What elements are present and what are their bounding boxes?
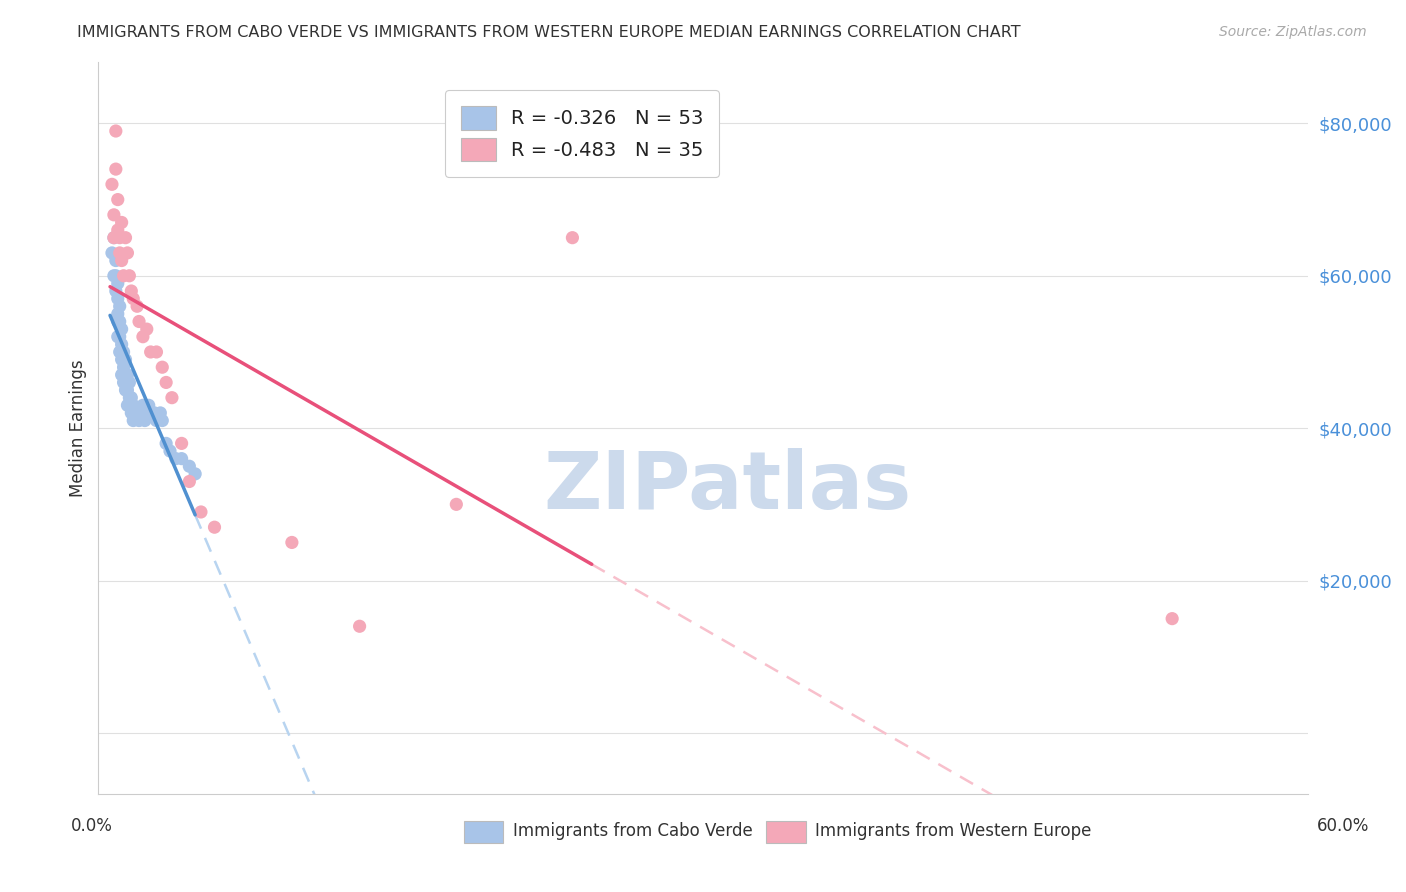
Point	[118, 376, 141, 390]
Point	[170, 436, 193, 450]
Point	[120, 391, 142, 405]
Point	[104, 284, 127, 298]
Point	[150, 360, 173, 375]
Point	[112, 360, 135, 375]
Point	[114, 352, 136, 367]
Point	[124, 406, 146, 420]
Point	[155, 436, 177, 450]
Point	[112, 268, 135, 283]
Point	[104, 124, 127, 138]
Legend: R = -0.326   N = 53, R = -0.483   N = 35: R = -0.326 N = 53, R = -0.483 N = 35	[446, 90, 718, 177]
Point	[143, 406, 166, 420]
Point	[107, 314, 129, 328]
Point	[150, 413, 173, 427]
Point	[149, 406, 172, 420]
Point	[111, 322, 134, 336]
Point	[134, 413, 156, 427]
Point	[139, 406, 162, 420]
Y-axis label: Median Earnings: Median Earnings	[69, 359, 87, 497]
Point	[108, 330, 131, 344]
Point	[127, 299, 149, 313]
Point	[145, 345, 167, 359]
Point	[122, 398, 145, 412]
Point	[107, 223, 129, 237]
Point	[112, 345, 135, 359]
Text: Immigrants from Cabo Verde: Immigrants from Cabo Verde	[513, 822, 754, 840]
Point	[120, 406, 142, 420]
Point	[179, 459, 201, 474]
Text: IMMIGRANTS FROM CABO VERDE VS IMMIGRANTS FROM WESTERN EUROPE MEDIAN EARNINGS COR: IMMIGRANTS FROM CABO VERDE VS IMMIGRANTS…	[77, 25, 1021, 40]
Point	[132, 398, 155, 412]
Point	[111, 337, 134, 351]
Point	[129, 406, 152, 420]
Point	[108, 314, 131, 328]
Point	[122, 292, 145, 306]
Point	[118, 391, 141, 405]
Point	[104, 162, 127, 177]
Point	[159, 444, 181, 458]
Text: Immigrants from Western Europe: Immigrants from Western Europe	[815, 822, 1092, 840]
Point	[103, 230, 125, 244]
Point	[108, 246, 131, 260]
Point	[108, 299, 131, 313]
Point	[112, 376, 135, 390]
Point	[135, 406, 157, 420]
Point	[108, 345, 131, 359]
Text: Source: ZipAtlas.com: Source: ZipAtlas.com	[1219, 25, 1367, 39]
Point	[107, 307, 129, 321]
Text: 0.0%: 0.0%	[70, 817, 112, 835]
Point	[561, 230, 583, 244]
Point	[138, 398, 160, 412]
Point	[107, 193, 129, 207]
Point	[117, 383, 139, 397]
Point	[114, 230, 136, 244]
Point	[108, 230, 131, 244]
Point	[135, 322, 157, 336]
Point	[446, 497, 468, 511]
Point	[101, 246, 124, 260]
Point	[111, 215, 134, 229]
Point	[128, 413, 150, 427]
Point	[160, 391, 183, 405]
Point	[107, 330, 129, 344]
Point	[117, 246, 139, 260]
Point	[127, 406, 149, 420]
Point	[118, 268, 141, 283]
Point	[281, 535, 304, 549]
Point	[190, 505, 212, 519]
Point	[103, 268, 125, 283]
Point	[104, 268, 127, 283]
Point	[111, 368, 134, 382]
Point	[170, 451, 193, 466]
Point	[155, 376, 177, 390]
Point	[139, 345, 162, 359]
Point	[128, 314, 150, 328]
Point	[107, 277, 129, 291]
Point	[111, 352, 134, 367]
Point	[120, 284, 142, 298]
Point	[204, 520, 226, 534]
Point	[114, 368, 136, 382]
Point	[107, 292, 129, 306]
Point	[349, 619, 371, 633]
Point	[117, 398, 139, 412]
Point	[104, 253, 127, 268]
Point	[103, 208, 125, 222]
Point	[165, 451, 187, 466]
Point	[1161, 612, 1184, 626]
Point	[179, 475, 201, 489]
Point	[103, 230, 125, 244]
Point	[132, 330, 155, 344]
Text: ZIPatlas: ZIPatlas	[543, 448, 911, 525]
Point	[117, 368, 139, 382]
Point	[184, 467, 207, 481]
Point	[114, 383, 136, 397]
Point	[111, 253, 134, 268]
Point	[101, 178, 124, 192]
Text: 60.0%: 60.0%	[1316, 817, 1369, 835]
Point	[145, 413, 167, 427]
Point	[122, 413, 145, 427]
